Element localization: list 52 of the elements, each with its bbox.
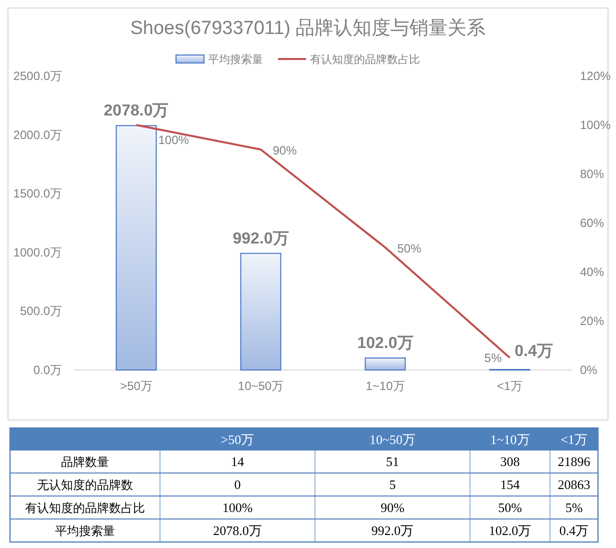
x-tick-label: <1万 <box>496 379 523 393</box>
data-label: 14 <box>231 454 244 469</box>
y2-tick-label: 0% <box>580 363 598 377</box>
y-tick-label: 0.0万 <box>33 363 62 377</box>
y2-tick-label: 20% <box>580 314 604 328</box>
legend-label: 有认知度的品牌数占比 <box>310 53 420 66</box>
data-label: 51 <box>386 454 399 469</box>
data-label: 90% <box>272 144 298 158</box>
data-label: 21896 <box>558 454 591 469</box>
x-tick-label: 1~10万 <box>366 379 405 393</box>
data-label: 0.4万 <box>559 523 589 538</box>
data-label: 154 <box>500 477 520 492</box>
data-label: 20863 <box>558 477 590 492</box>
y2-tick-label: 40% <box>580 265 604 279</box>
data-label: 5% <box>484 350 502 365</box>
text: 无认知度的品牌数 <box>37 478 133 492</box>
data-label: 2078.0万 <box>104 102 169 120</box>
data-label: 100% <box>158 133 190 147</box>
data-label: 50% <box>498 500 522 515</box>
category-label: 10~50万 <box>369 432 416 447</box>
x-tick-label: >50万 <box>120 379 152 393</box>
text: 平均搜索量 <box>55 524 115 538</box>
y2-tick-label: 120% <box>580 69 612 83</box>
data-label: 308 <box>500 454 520 469</box>
y-tick-label: 2500.0万 <box>13 69 62 83</box>
data-label: 992.0万 <box>232 230 289 248</box>
data-label: 102.0万 <box>357 335 414 352</box>
y-tick-label: 1000.0万 <box>13 245 62 260</box>
series-label: 品牌数量 <box>61 455 109 469</box>
data-label: 992.0万 <box>371 523 414 538</box>
data-label: 2078.0万 <box>213 523 262 538</box>
data-label: 90% <box>380 500 405 515</box>
y2-tick-label: 100% <box>580 118 612 132</box>
x-tick-label: 10~50万 <box>238 379 284 393</box>
text: 有认知度的品牌数占比 <box>25 501 145 515</box>
y-tick-label: 500.0万 <box>20 304 62 318</box>
category-label: 1~10万 <box>490 432 530 447</box>
y2-tick-label: 60% <box>580 216 604 230</box>
y-tick-label: 1500.0万 <box>13 186 62 201</box>
data-label: 5% <box>565 500 583 515</box>
data-label: 0 <box>234 477 241 492</box>
y2-tick-label: 80% <box>580 167 604 181</box>
data-label: 0.4万 <box>514 342 553 360</box>
data-label: 50% <box>397 242 422 256</box>
data-label: 5 <box>389 477 396 492</box>
category-label: >50万 <box>220 432 254 447</box>
legend-label: 平均搜索量 <box>208 53 263 66</box>
y-tick-label: 2000.0万 <box>13 128 62 142</box>
data-label: 100% <box>222 500 253 515</box>
data-label: 102.0万 <box>488 523 532 538</box>
chart-title: Shoes(679337011) 品牌认知度与销量关系 <box>130 17 486 39</box>
category-label: <1万 <box>560 432 588 447</box>
